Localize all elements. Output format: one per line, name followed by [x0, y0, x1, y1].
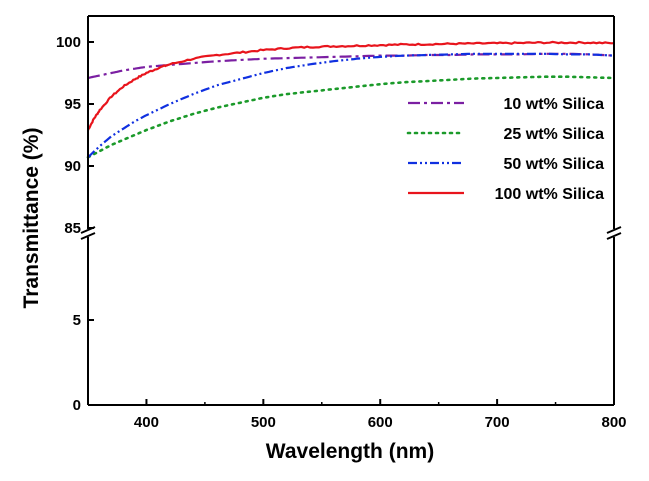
y-tick-label: 0 [73, 397, 81, 414]
y-tick-label: 95 [64, 96, 81, 113]
x-axis-title: Wavelength (nm) [266, 440, 434, 463]
legend: 10 wt% Silica 25 wt% Silica 50 wt% Silica 1… [406, 96, 605, 203]
y-tick-label: 90 [64, 158, 81, 175]
x-tick-label: 500 [251, 414, 276, 431]
series-line-1 [87, 52, 615, 80]
axis-break-mark [80, 232, 96, 240]
legend-label-2: 25 wt% Silica [504, 126, 605, 143]
legend-label-4: 100 wt% Silica [495, 186, 604, 203]
series-line-4 [87, 40, 615, 131]
x-tick-label: 800 [601, 414, 626, 431]
series-line-3 [87, 52, 615, 159]
series-line-2 [86, 75, 616, 159]
legend-label-1: 10 wt% Silica [504, 96, 605, 113]
y-tick-label: 85 [64, 220, 81, 237]
axis-break-mark [606, 226, 622, 234]
x-tick-label: 700 [485, 414, 510, 431]
legend-label-3: 50 wt% Silica [504, 156, 605, 173]
axis-ticks: 400 500 600 700 800 0 5 85 90 95 100 [56, 34, 627, 431]
y-tick-label: 5 [73, 312, 81, 329]
y-tick-label: 100 [56, 34, 81, 51]
axis-break-mark [606, 232, 622, 240]
plot-frame [80, 15, 622, 406]
y-axis-title: Transmittance (%) [20, 128, 43, 309]
x-tick-label: 400 [134, 414, 159, 431]
x-tick-label: 600 [368, 414, 393, 431]
series-lines [86, 40, 616, 159]
